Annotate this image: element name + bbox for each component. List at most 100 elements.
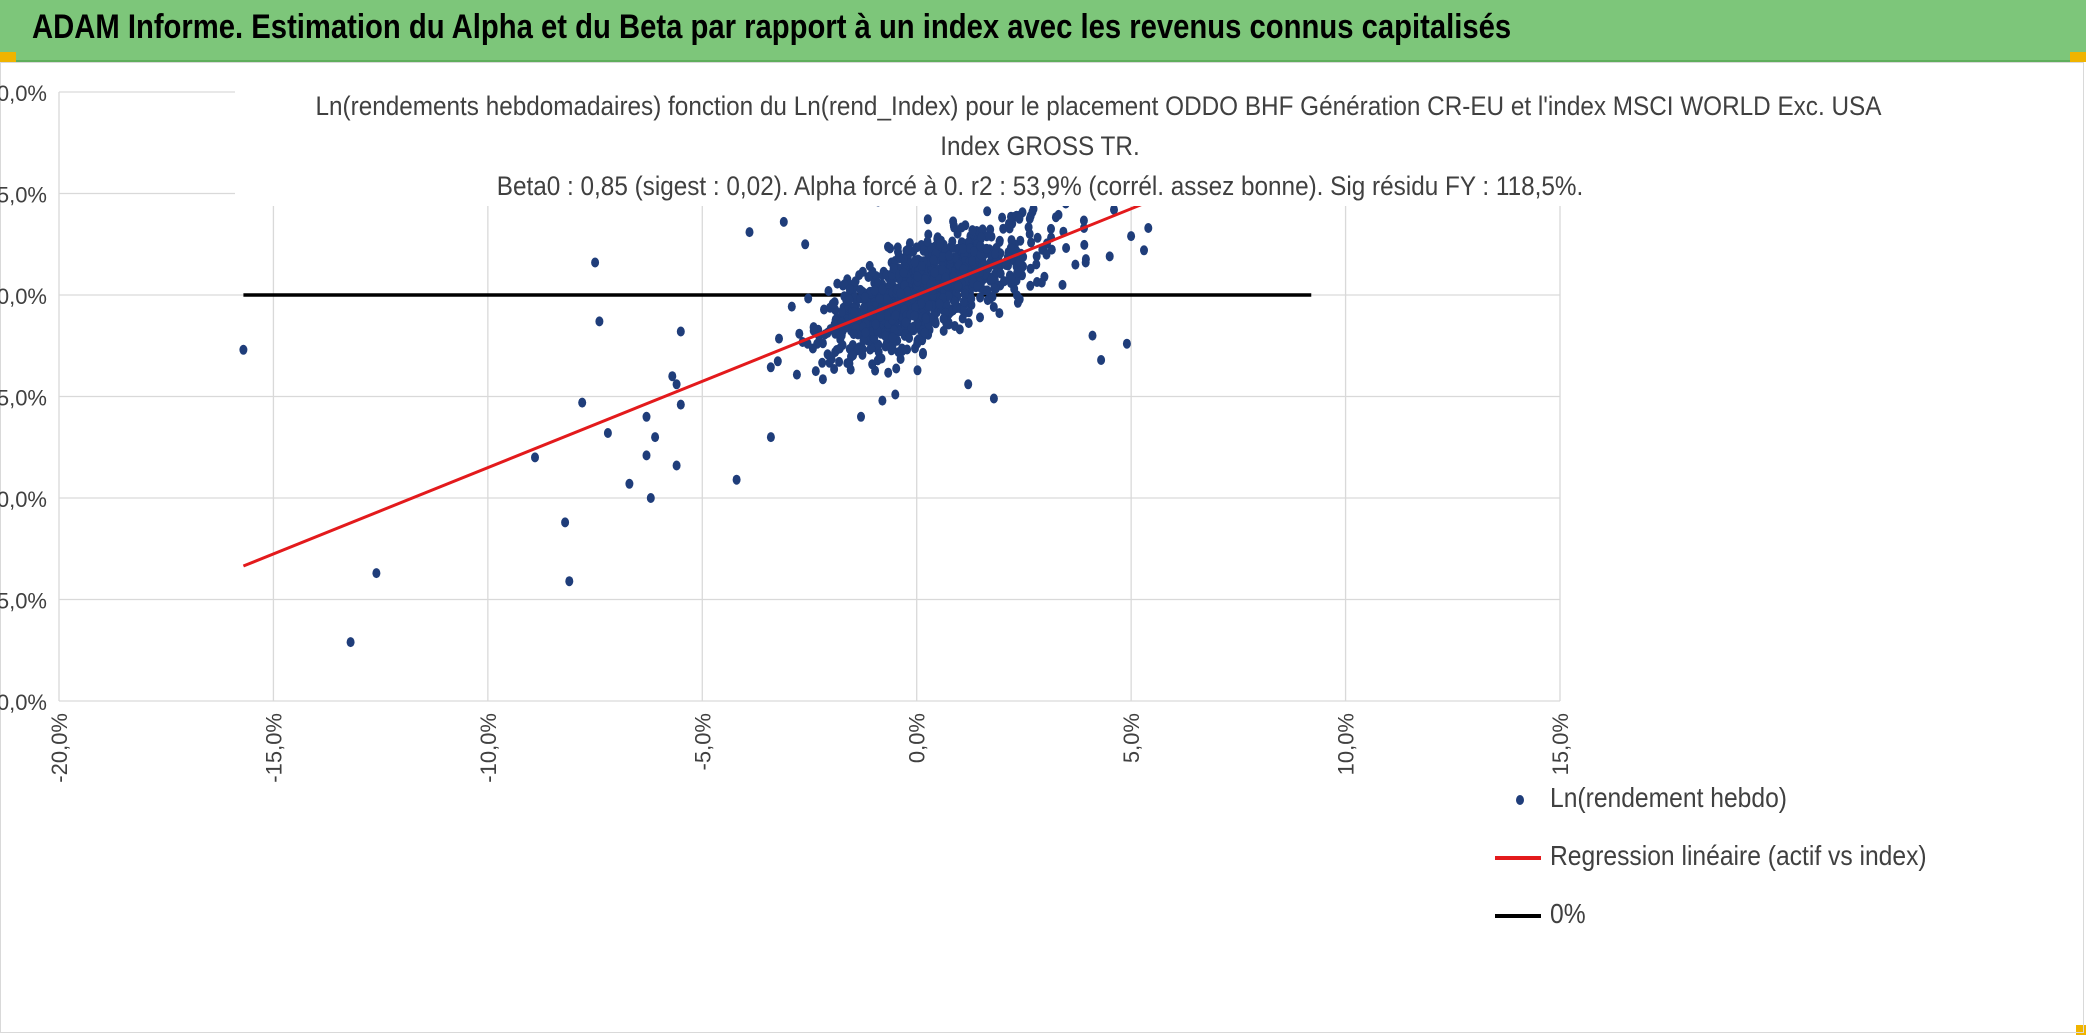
- data-point: [907, 322, 916, 333]
- y-tick-label: -10,0%: [0, 487, 47, 512]
- data-point: [1122, 338, 1131, 349]
- data-point: [837, 330, 846, 341]
- corner-marker-left: [0, 52, 16, 62]
- x-tick-label: -10,0%: [476, 713, 501, 783]
- data-point: [892, 363, 901, 374]
- data-point: [888, 332, 897, 343]
- data-point: [531, 452, 539, 463]
- data-point: [969, 246, 978, 257]
- data-point: [891, 310, 900, 321]
- data-point: [938, 252, 947, 263]
- data-point: [830, 364, 839, 374]
- data-point: [849, 350, 857, 361]
- data-point: [925, 300, 933, 311]
- data-point: [888, 344, 897, 355]
- x-tick-label: 0,0%: [905, 713, 930, 763]
- data-point: [912, 242, 921, 253]
- data-point: [878, 395, 887, 406]
- data-point: [923, 214, 932, 225]
- chart-title-line-1: Ln(rendements hebdomadaires) fonction du…: [315, 91, 1882, 121]
- data-point: [860, 292, 869, 303]
- data-point: [911, 302, 920, 313]
- data-point: [929, 254, 938, 265]
- regression-line: [242, 159, 1252, 568]
- data-point: [859, 335, 868, 346]
- y-tick-label: 10,0%: [0, 81, 47, 106]
- data-point: [824, 286, 833, 296]
- data-point: [1033, 232, 1042, 243]
- y-tick-label: -15,0%: [0, 589, 47, 614]
- data-point: [1058, 279, 1067, 290]
- data-point: [792, 369, 801, 380]
- data-point: [917, 261, 926, 271]
- data-point: [987, 273, 996, 284]
- data-point: [999, 223, 1008, 234]
- data-point: [910, 310, 919, 321]
- data-point: [849, 329, 858, 340]
- data-point: [995, 308, 1004, 319]
- data-point: [884, 367, 893, 378]
- chart-title-line-2: Index GROSS TR.: [940, 131, 1140, 161]
- data-point: [732, 474, 741, 485]
- data-point: [850, 307, 859, 318]
- data-point: [882, 293, 891, 304]
- data-point: [891, 389, 900, 400]
- data-point: [1105, 251, 1114, 262]
- data-point: [977, 232, 986, 243]
- data-point: [939, 325, 948, 336]
- data-point: [779, 216, 788, 227]
- data-point: [957, 222, 966, 233]
- data-point: [936, 238, 944, 249]
- data-point: [565, 576, 574, 587]
- data-point: [896, 354, 905, 364]
- data-point: [1013, 297, 1022, 308]
- data-point: [1026, 280, 1035, 291]
- data-point: [1032, 259, 1041, 270]
- y-tick-label: 5,0%: [0, 183, 47, 208]
- data-point: [921, 313, 930, 324]
- data-point: [845, 284, 854, 295]
- data-point: [835, 343, 844, 354]
- data-point: [903, 344, 912, 355]
- data-point: [976, 241, 985, 252]
- data-point: [642, 411, 651, 422]
- data-point: [818, 374, 827, 385]
- data-point: [858, 266, 867, 277]
- data-point: [1097, 355, 1106, 365]
- data-point: [870, 285, 879, 296]
- y-tick-label: -20,0%: [0, 690, 47, 715]
- data-point: [838, 306, 846, 317]
- data-point: [603, 428, 612, 438]
- data-point: [835, 356, 844, 367]
- data-point: [651, 432, 660, 443]
- data-point: [820, 304, 828, 315]
- data-point: [989, 302, 998, 312]
- data-point: [676, 399, 685, 410]
- data-point: [676, 326, 685, 337]
- data-point: [878, 284, 887, 295]
- data-point: [923, 236, 932, 247]
- data-point: [931, 318, 940, 329]
- data-point: [899, 267, 908, 278]
- data-point: [239, 344, 248, 355]
- legend-label-points: Ln(rendement hebdo): [1550, 782, 1787, 813]
- data-point: [905, 333, 914, 343]
- legend-marker-regression: [1495, 856, 1541, 860]
- data-point: [882, 310, 891, 321]
- data-point: [990, 283, 999, 294]
- data-point: [978, 224, 987, 235]
- data-point: [919, 347, 927, 358]
- data-point: [1027, 237, 1036, 248]
- x-tick-label: 5,0%: [1119, 713, 1144, 763]
- legend-item-zero: 0%: [1495, 894, 1955, 952]
- data-point: [801, 239, 810, 250]
- data-point: [642, 450, 651, 461]
- y-tick-label: -5,0%: [0, 386, 47, 411]
- data-point: [818, 357, 827, 368]
- data-point: [894, 246, 902, 257]
- data-point: [950, 222, 959, 233]
- data-point: [578, 397, 587, 408]
- data-point: [591, 257, 600, 268]
- data-point: [845, 358, 854, 369]
